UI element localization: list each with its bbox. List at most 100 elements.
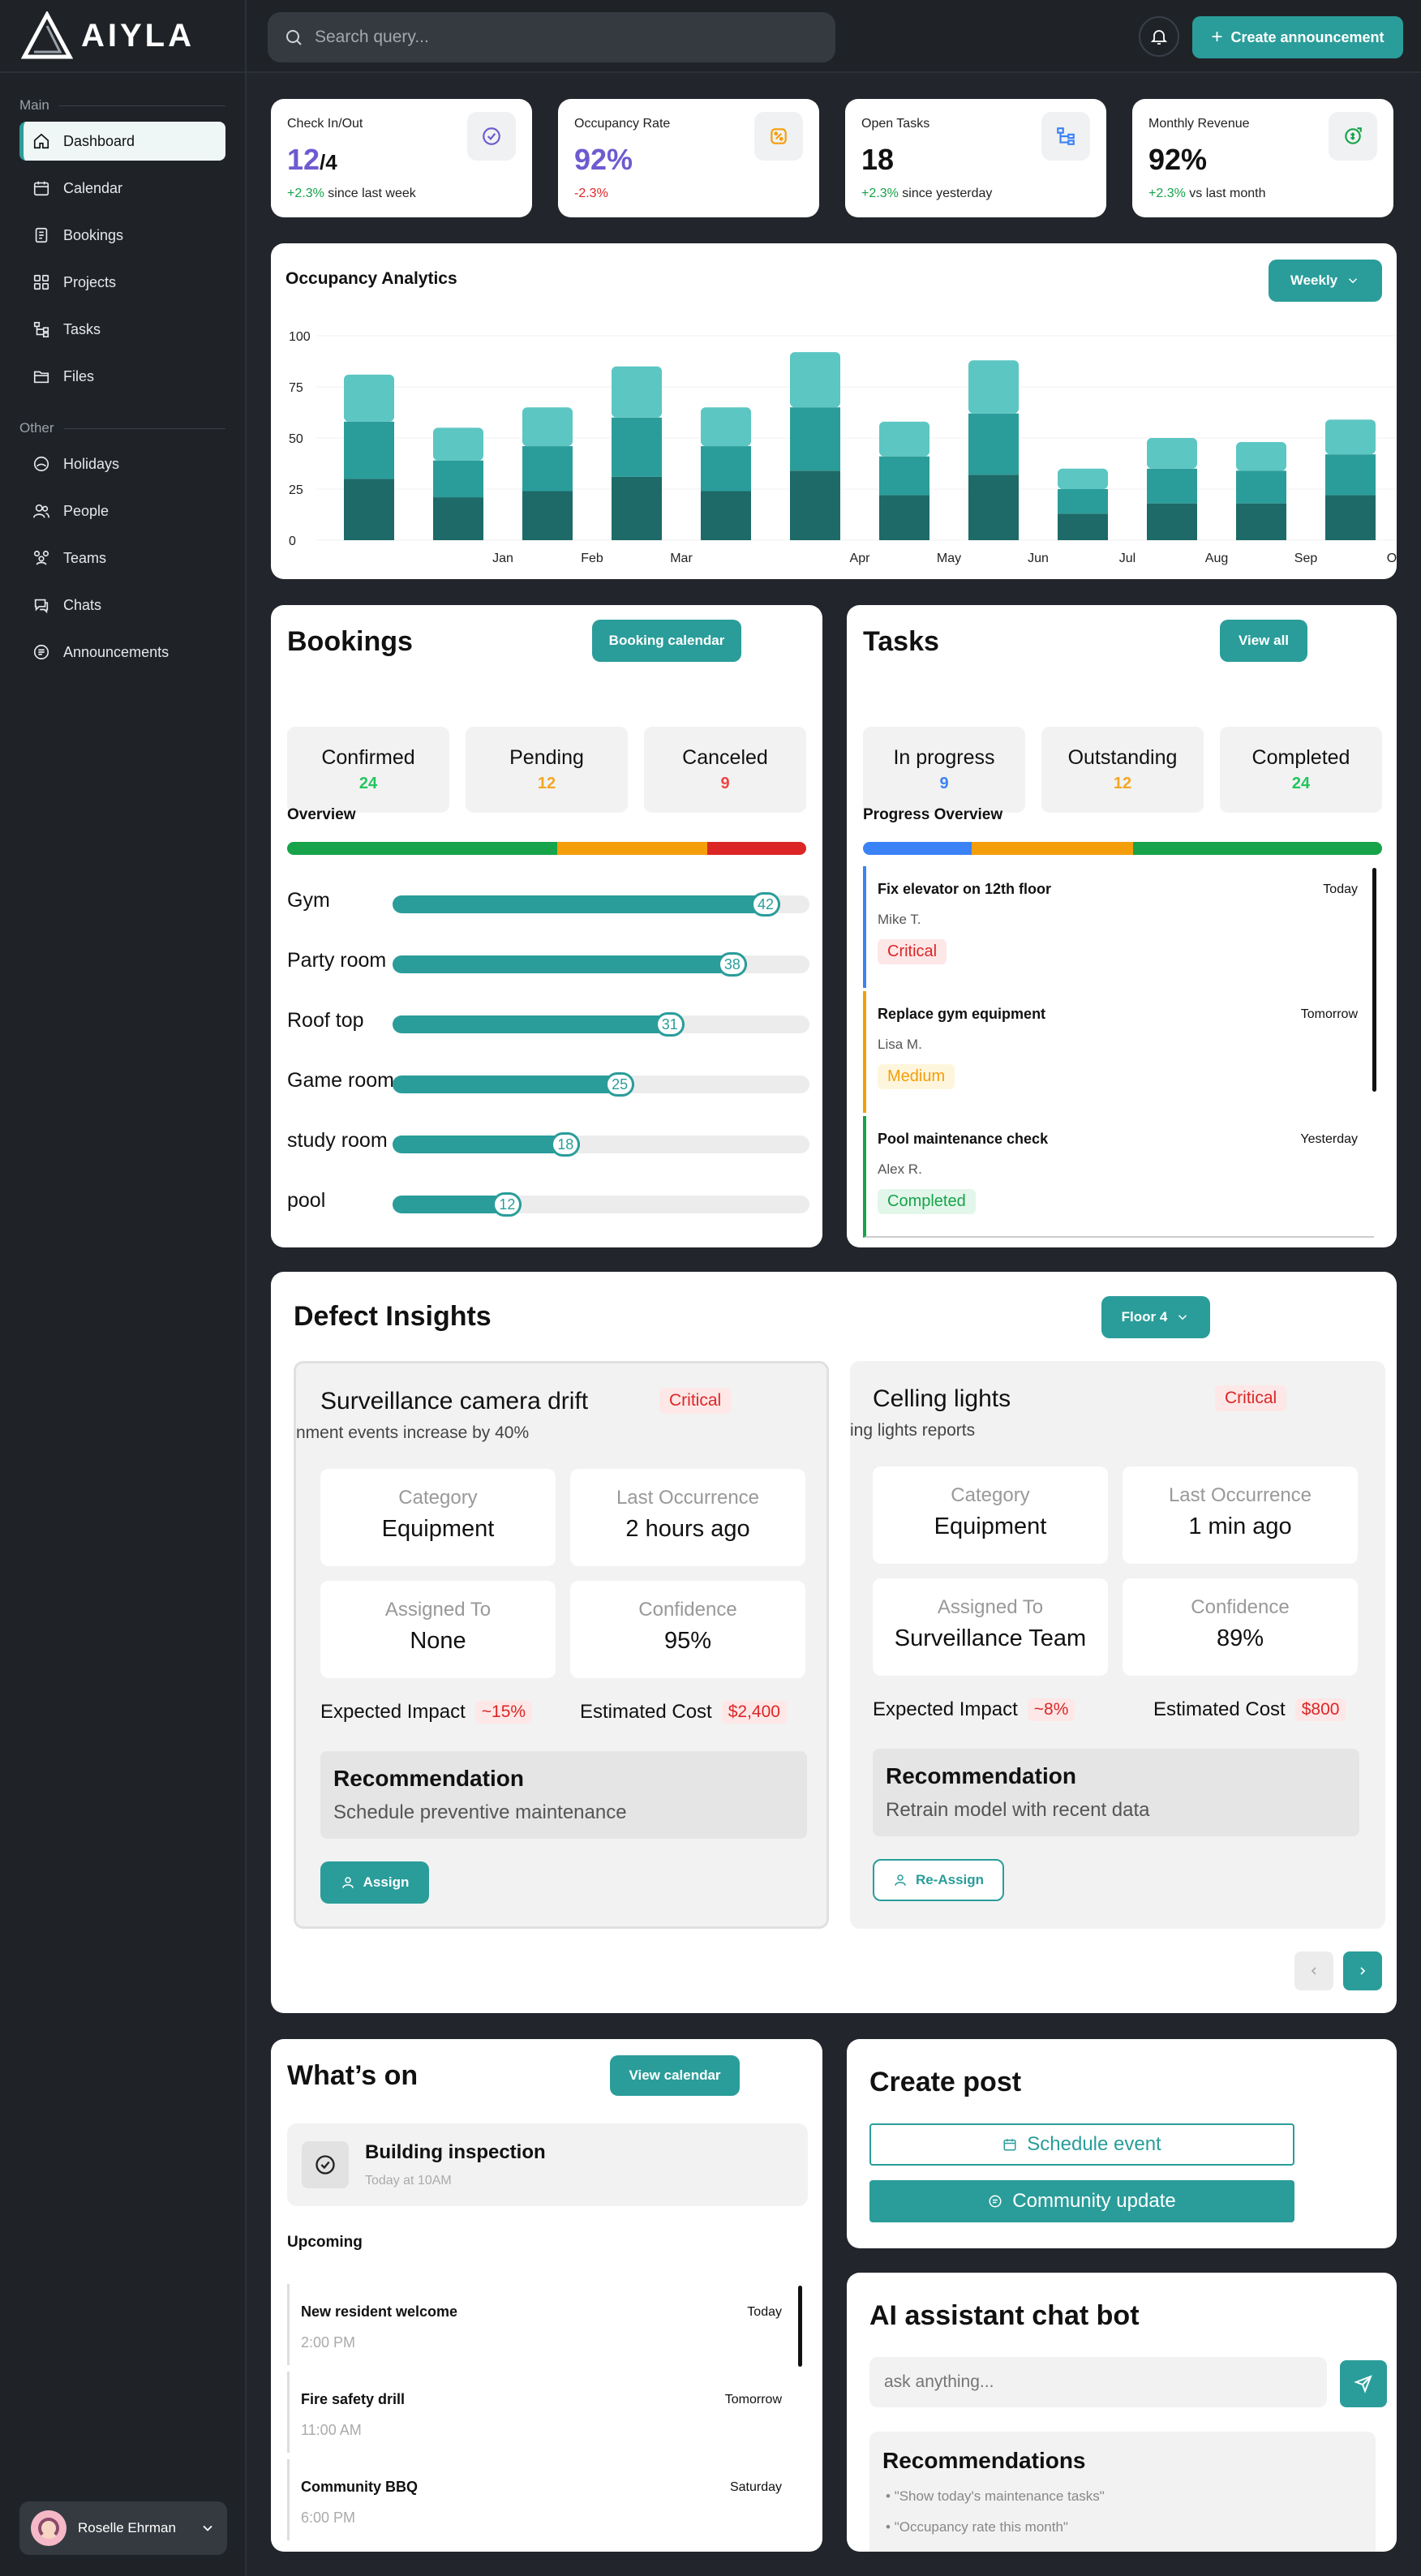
- room-bar-fill: [393, 1136, 581, 1153]
- booking-calendar-button[interactable]: Booking calendar: [592, 620, 741, 662]
- chart-bar-segment: [790, 470, 840, 540]
- recommendations-box: Recommendations • "Show today's maintena…: [869, 2432, 1376, 2552]
- logo[interactable]: AIYLA: [0, 0, 245, 73]
- x-tick-label: Mar: [670, 552, 693, 565]
- task-flow-icon: [1041, 112, 1090, 161]
- expected-impact: Expected Impact ~15%: [320, 1701, 533, 1724]
- y-tick-label: 100: [289, 330, 311, 344]
- sidebar-item-tasks[interactable]: Tasks: [19, 310, 225, 349]
- estimated-cost: Estimated Cost $800: [1153, 1698, 1346, 1721]
- category-box: Category Equipment: [873, 1466, 1108, 1564]
- room-bar-row: Game room 25: [287, 1066, 809, 1098]
- room-bar-track: 25: [393, 1072, 809, 1097]
- carousel-prev-button[interactable]: [1294, 1951, 1333, 1990]
- sidebar-item-holidays[interactable]: Holidays: [19, 444, 225, 483]
- chevron-down-icon: [1178, 1315, 1187, 1320]
- create-announcement-button[interactable]: + Create announcement: [1192, 16, 1403, 58]
- chart-bar-segment: [701, 491, 751, 540]
- sidebar-item-bookings[interactable]: Bookings: [19, 216, 225, 255]
- defect-card: Celling lights Critical ing lights repor…: [850, 1361, 1385, 1929]
- search-input[interactable]: [315, 28, 801, 47]
- list-item[interactable]: Fire safety drill Tomorrow 11:00 AM: [287, 2372, 798, 2453]
- status-badge: Completed: [878, 1189, 976, 1214]
- stat-label: Open Tasks: [861, 117, 930, 131]
- chart-bar-segment: [1325, 454, 1376, 496]
- chat-icon: [989, 2195, 1002, 2208]
- task-item[interactable]: Fix elevator on 12th floor Today Mike T.…: [863, 866, 1374, 988]
- sidebar-item-announcements[interactable]: Announcements: [19, 633, 225, 672]
- chart-bar-segment: [1236, 503, 1286, 540]
- stat-change: +2.3% vs last month: [1148, 187, 1266, 200]
- view-calendar-button[interactable]: View calendar: [610, 2055, 740, 2096]
- re-assign-button[interactable]: Re-Assign: [873, 1859, 1004, 1901]
- task-item[interactable]: Pool maintenance check Yesterday Alex R.…: [863, 1116, 1374, 1238]
- task-item[interactable]: Replace gym equipment Tomorrow Lisa M. M…: [863, 991, 1374, 1113]
- chart-bar-segment: [701, 407, 751, 447]
- community-update-button[interactable]: Community update: [869, 2180, 1294, 2222]
- sidebar-item-dashboard[interactable]: Dashboard: [19, 122, 225, 161]
- room-bar-fill: [393, 1015, 685, 1033]
- list-item[interactable]: New resident welcome Today 2:00 PM: [287, 2284, 798, 2365]
- chart-bar-segment: [522, 407, 573, 447]
- view-all-tasks-button[interactable]: View all: [1220, 620, 1307, 662]
- user-menu[interactable]: Roselle Ehrman: [19, 2501, 227, 2555]
- check-circle-icon: [302, 2141, 349, 2188]
- user-name: Roselle Ehrman: [78, 2520, 176, 2535]
- sidebar-item-chats[interactable]: Chats: [19, 586, 225, 625]
- y-tick-label: 25: [289, 483, 303, 497]
- chart-bar-segment: [968, 474, 1019, 540]
- holidays-icon: [33, 456, 49, 472]
- chat-input[interactable]: [869, 2357, 1327, 2407]
- featured-event-time: Today at 10AM: [365, 2174, 452, 2187]
- list-item[interactable]: Community BBQ Saturday 6:00 PM: [287, 2459, 798, 2540]
- scrollbar[interactable]: [798, 2286, 802, 2367]
- completed-count-box: Completed 24: [1220, 727, 1382, 813]
- chart-bar-segment: [879, 495, 929, 540]
- create-post-title: Create post: [869, 2067, 1022, 2097]
- bookings-card: Bookings Booking calendar Confirmed 24 P…: [271, 605, 822, 1247]
- chart-bar-segment: [1236, 442, 1286, 471]
- sidebar-item-projects[interactable]: Projects: [19, 263, 225, 302]
- notifications-button[interactable]: [1139, 16, 1179, 57]
- search-bar[interactable]: [268, 12, 835, 62]
- room-label: Roof top: [287, 1009, 364, 1032]
- carousel-next-button[interactable]: [1343, 1951, 1382, 1990]
- chart-bar-segment: [1325, 495, 1376, 540]
- featured-event[interactable]: Building inspection Today at 10AM: [287, 2123, 808, 2206]
- stat-change: -2.3%: [574, 187, 608, 200]
- confidence-box: Confidence 89%: [1123, 1578, 1358, 1676]
- priority-badge: Medium: [878, 1064, 955, 1089]
- outstanding-count-box: Outstanding 12: [1041, 727, 1204, 813]
- room-bar-value: 12: [492, 1192, 522, 1217]
- tasks-progress-bar: [863, 842, 1382, 855]
- recommendation-item[interactable]: • "Show today's maintenance tasks": [886, 2488, 1105, 2504]
- send-button[interactable]: [1340, 2360, 1387, 2407]
- room-label: Gym: [287, 889, 330, 912]
- chart-bar-segment: [522, 446, 573, 492]
- scrollbar[interactable]: [1372, 868, 1376, 1092]
- other-section-label: Other: [0, 420, 245, 436]
- occupancy-analytics-card: Occupancy Analytics Weekly 0 25 50 75 100 Jan…: [271, 243, 1397, 579]
- chart-bar-segment: [790, 352, 840, 408]
- room-bar-fill: [393, 895, 781, 913]
- schedule-event-button[interactable]: Schedule event: [869, 2123, 1294, 2166]
- chart-bar-segment: [1058, 468, 1108, 489]
- severity-badge: Critical: [659, 1388, 732, 1414]
- sidebar-item-people[interactable]: People: [19, 492, 225, 530]
- y-tick-label: 50: [289, 432, 303, 446]
- x-tick-label: Jul: [1119, 552, 1136, 565]
- x-tick-label: Oc: [1387, 552, 1397, 565]
- defect-insights-title: Defect Insights: [294, 1301, 492, 1332]
- period-dropdown[interactable]: Weekly: [1269, 260, 1382, 302]
- sidebar-item-files[interactable]: Files: [19, 357, 225, 396]
- bookings-icon: [35, 227, 48, 243]
- assign-button[interactable]: Assign: [320, 1861, 429, 1904]
- user-icon: [341, 1877, 354, 1888]
- segment: [972, 842, 1133, 855]
- occupancy-chart: 0 25 50 75 100 Jan Feb Mar Apr May Jun Jul Aug Sep Oc: [289, 330, 1397, 565]
- sidebar-item-calendar[interactable]: Calendar: [19, 169, 225, 208]
- floor-dropdown[interactable]: Floor 4: [1101, 1296, 1210, 1338]
- stat-label: Check In/Out: [287, 117, 363, 131]
- recommendation-item[interactable]: • "Occupancy rate this month": [886, 2519, 1068, 2535]
- sidebar-item-teams[interactable]: Teams: [19, 539, 225, 577]
